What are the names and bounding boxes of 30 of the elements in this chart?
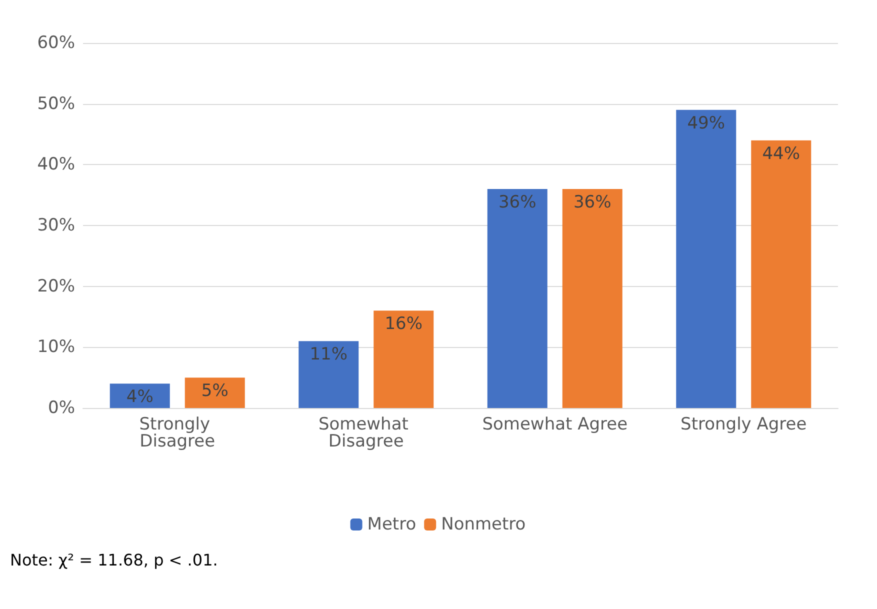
bar bbox=[487, 189, 548, 408]
bar bbox=[676, 110, 736, 408]
y-tick-label: 20% bbox=[37, 276, 75, 296]
bar bbox=[298, 341, 359, 408]
y-tick-label: 60% bbox=[37, 33, 75, 53]
bar bbox=[374, 310, 434, 408]
legend-label: Nonmetro bbox=[441, 514, 526, 534]
x-tick-label: Strongly Disagree bbox=[139, 414, 216, 452]
x-tick-label: Somewhat Agree bbox=[482, 414, 628, 434]
text: Note: χ² = 11.68, p < .01. bbox=[10, 550, 218, 570]
y-tick-label: 40% bbox=[37, 154, 75, 175]
bar bbox=[751, 140, 812, 408]
data-label: 36% bbox=[498, 192, 536, 212]
bar bbox=[562, 189, 622, 408]
data-label: 5% bbox=[201, 381, 228, 402]
data-label: 11% bbox=[310, 344, 348, 365]
bar bbox=[184, 378, 245, 408]
data-label: 49% bbox=[687, 113, 726, 134]
y-tick-label: 50% bbox=[37, 94, 75, 114]
y-tick-label: 30% bbox=[37, 216, 75, 236]
y-tick-label: 0% bbox=[48, 398, 75, 418]
x-tick-label: Somewhat Disagree bbox=[318, 414, 414, 452]
data-label: 16% bbox=[384, 314, 423, 334]
bar bbox=[110, 384, 170, 408]
data-label: 4% bbox=[126, 387, 154, 408]
legend-label: Metro bbox=[367, 514, 416, 534]
data-label: 44% bbox=[762, 144, 800, 164]
x-tick-label: Strongly Agree bbox=[680, 414, 807, 434]
data-label: 36% bbox=[573, 192, 612, 212]
y-tick-label: 10% bbox=[37, 337, 75, 358]
